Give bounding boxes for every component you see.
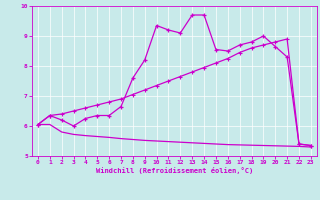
X-axis label: Windchill (Refroidissement éolien,°C): Windchill (Refroidissement éolien,°C) — [96, 167, 253, 174]
